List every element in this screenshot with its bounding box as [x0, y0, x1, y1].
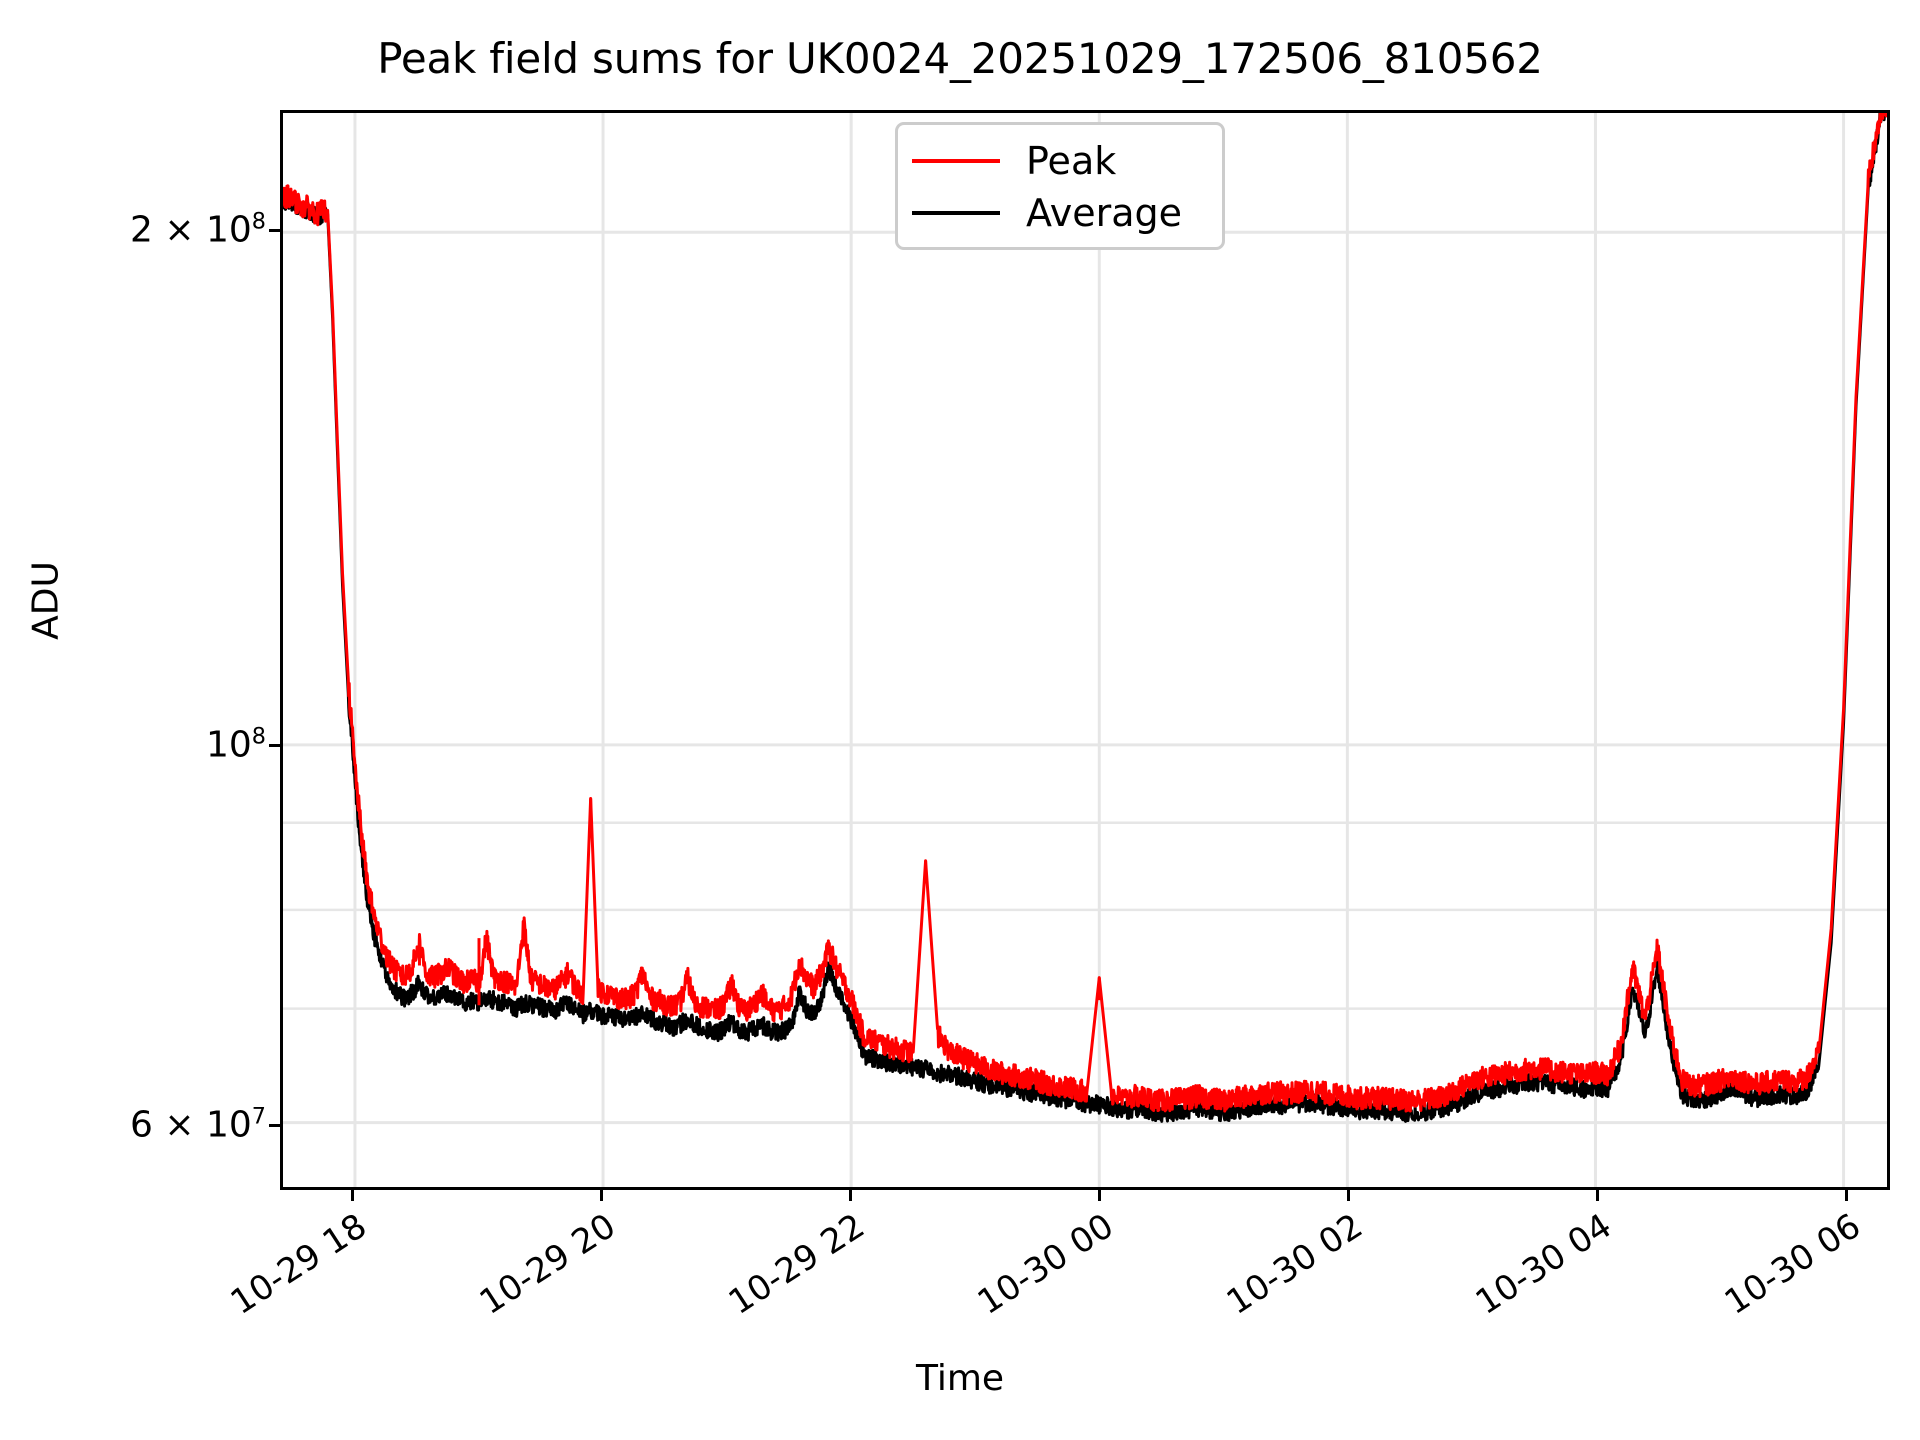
legend-swatch-average: [912, 211, 1000, 215]
y-tick-mark: [269, 1124, 280, 1128]
x-tick-mark: [1845, 1190, 1849, 1201]
plot-area: [280, 110, 1890, 1190]
x-tick-label: 10-29 22: [722, 1206, 873, 1323]
plot-svg: [283, 113, 1887, 1187]
page-title: Peak field sums for UK0024_20251029_1725…: [377, 34, 1543, 83]
x-tick-label: 10-29 20: [473, 1206, 624, 1323]
x-axis-label: Time: [915, 1358, 1005, 1399]
y-tick-label: 2 × 108: [130, 208, 266, 251]
x-tick-mark: [1098, 1190, 1102, 1201]
x-tick-mark: [1347, 1190, 1351, 1201]
x-tick-mark: [849, 1190, 853, 1201]
series-average: [283, 113, 1887, 1123]
x-tick-mark: [1596, 1190, 1600, 1201]
y-tick-label: 6 × 107: [130, 1103, 266, 1146]
legend-item-peak: Peak: [912, 135, 1208, 187]
x-tick-label: 10-30 04: [1469, 1206, 1620, 1323]
y-tick-mark: [269, 744, 280, 748]
legend-label-peak: Peak: [1026, 139, 1117, 183]
series-peak: [283, 113, 1887, 1113]
x-tick-label: 10-30 02: [1220, 1206, 1371, 1323]
legend-swatch-peak: [912, 159, 1000, 163]
x-tick-label: 10-30 06: [1718, 1206, 1869, 1323]
legend-label-average: Average: [1026, 191, 1183, 235]
legend-item-average: Average: [912, 187, 1208, 239]
x-tick-mark: [351, 1190, 355, 1201]
x-tick-label: 10-29 18: [224, 1206, 375, 1323]
chart-legend: Peak Average: [895, 122, 1225, 250]
y-axis-label: ADU: [25, 561, 67, 640]
y-tick-mark: [269, 228, 280, 232]
y-tick-label: 108: [205, 723, 266, 766]
x-tick-label: 10-30 00: [971, 1206, 1122, 1323]
x-tick-mark: [600, 1190, 604, 1201]
